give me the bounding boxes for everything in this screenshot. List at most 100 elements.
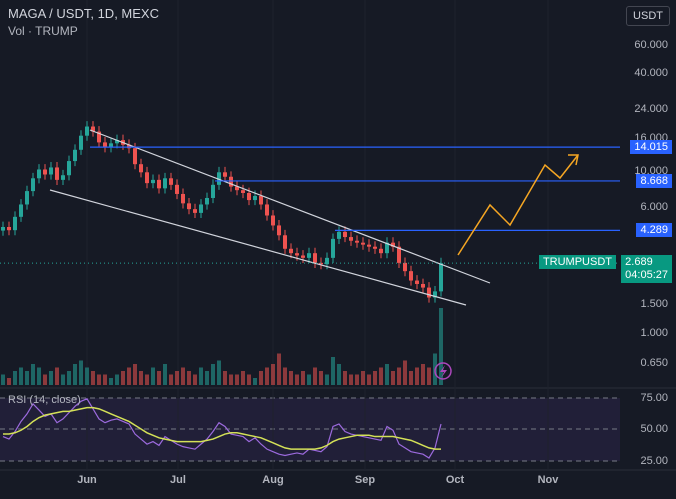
candle xyxy=(313,253,317,263)
volume-bar xyxy=(253,378,257,385)
candle xyxy=(295,253,299,256)
candle xyxy=(1,226,5,231)
volume-bar xyxy=(55,367,59,385)
candle xyxy=(289,248,293,254)
volume-bar xyxy=(319,371,323,385)
volume-bar xyxy=(37,367,41,385)
price-tick: 0.650 xyxy=(640,356,668,369)
volume-bar xyxy=(187,371,191,385)
volume-bar xyxy=(325,374,329,385)
volume-bar xyxy=(301,371,305,385)
candle xyxy=(355,240,359,243)
candle xyxy=(229,176,233,187)
currency-button[interactable]: USDT xyxy=(626,6,670,26)
volume-bar xyxy=(259,371,263,385)
candle xyxy=(115,140,119,144)
candle xyxy=(151,179,155,184)
volume-bar xyxy=(115,374,119,385)
candle xyxy=(373,246,377,249)
volume-legend: Vol · TRUMP xyxy=(8,24,78,38)
candle xyxy=(133,148,137,165)
projection-arrow xyxy=(457,154,579,256)
candle xyxy=(253,195,257,201)
volume-bar xyxy=(391,371,395,385)
volume-bar xyxy=(91,371,95,385)
candle xyxy=(181,193,185,204)
candle xyxy=(199,204,203,213)
volume-bar xyxy=(121,371,125,385)
candle xyxy=(223,172,227,177)
candle xyxy=(127,144,131,149)
volume-bar xyxy=(439,308,443,385)
volume-bar xyxy=(181,367,185,385)
candle xyxy=(211,184,215,198)
candle xyxy=(235,186,239,191)
price-tick: 1.500 xyxy=(640,298,668,311)
candle xyxy=(25,191,29,205)
upper-trendline xyxy=(89,129,491,284)
volume-bar xyxy=(373,371,377,385)
candle xyxy=(187,203,191,210)
volume-bar xyxy=(19,367,23,385)
candle xyxy=(403,262,407,272)
price-tick: 24.000 xyxy=(634,103,668,116)
candle xyxy=(61,175,65,180)
volume-bar xyxy=(427,367,431,385)
volume-bar xyxy=(43,374,47,385)
price-tick: 60.000 xyxy=(634,38,668,51)
rsi-tick: 75.00 xyxy=(640,392,668,404)
candle xyxy=(427,287,431,298)
candle xyxy=(379,248,383,254)
volume-bar xyxy=(1,374,5,385)
volume-bar xyxy=(49,371,53,385)
volume-bar xyxy=(331,357,335,385)
candle xyxy=(361,242,365,245)
candle xyxy=(367,244,371,247)
candle xyxy=(415,280,419,284)
flash-icon xyxy=(434,362,452,380)
candle xyxy=(73,149,77,162)
candle xyxy=(67,161,71,176)
volume-bar xyxy=(223,371,227,385)
candle xyxy=(247,192,251,201)
level-tag: 8.668 xyxy=(636,173,672,188)
volume-bar xyxy=(265,367,269,385)
volume-bar xyxy=(67,371,71,385)
volume-bar xyxy=(145,374,149,385)
arrow-head-icon xyxy=(568,154,579,166)
candle xyxy=(343,231,347,238)
volume-bar xyxy=(193,374,197,385)
current-price: 2.689 xyxy=(625,256,653,269)
volume-bar xyxy=(217,360,221,385)
volume-bar xyxy=(379,367,383,385)
candle xyxy=(397,246,401,263)
candle xyxy=(109,143,113,148)
volume-bar xyxy=(205,371,209,385)
volume-bar xyxy=(409,371,413,385)
candle xyxy=(439,263,443,292)
volume-bar xyxy=(307,374,311,385)
volume-bar xyxy=(271,364,275,385)
candle xyxy=(421,283,425,288)
candle xyxy=(409,271,413,281)
candle xyxy=(139,164,143,173)
bar-countdown: 04:05:27 xyxy=(625,269,668,282)
price-tick: 1.000 xyxy=(640,326,668,339)
volume-bar xyxy=(415,367,419,385)
volume-bar xyxy=(361,371,365,385)
volume-bar xyxy=(343,371,347,385)
volume-bar xyxy=(97,374,101,385)
symbol-tag: TRUMPUSDT xyxy=(538,255,616,270)
candle xyxy=(97,131,101,143)
candle xyxy=(55,167,59,180)
candle xyxy=(157,179,161,189)
price-tick: 6.000 xyxy=(640,200,668,213)
rsi-line xyxy=(2,398,442,459)
volume-bar xyxy=(235,374,239,385)
candle xyxy=(259,195,263,205)
level-tag: 14.015 xyxy=(630,140,672,155)
candle xyxy=(31,178,35,192)
rsi-tick: 50.00 xyxy=(640,423,668,435)
